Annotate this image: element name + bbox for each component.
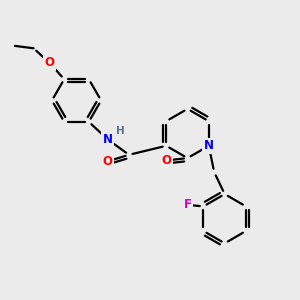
Text: N: N [204,139,214,152]
Text: O: O [102,155,112,168]
Text: H: H [116,126,124,136]
Text: F: F [184,198,192,212]
Text: O: O [44,56,54,69]
Text: N: N [102,133,112,146]
Text: O: O [161,154,171,167]
